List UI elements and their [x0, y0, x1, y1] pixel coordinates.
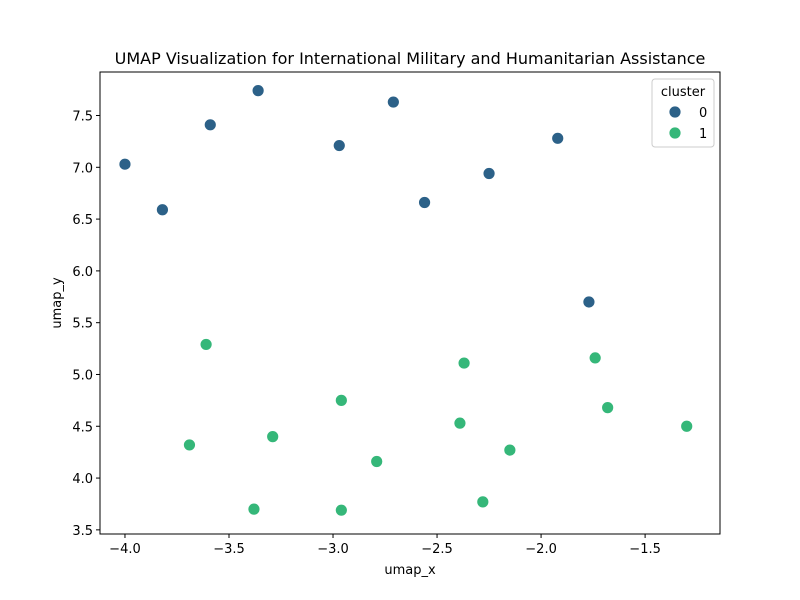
legend-frame: [651, 78, 715, 148]
data-point-cluster-1: [457, 356, 471, 370]
data-point-cluster-1: [334, 503, 348, 517]
data-point-cluster-1: [601, 401, 615, 415]
data-point-cluster-1: [503, 443, 517, 457]
data-point-cluster-0: [386, 95, 400, 109]
data-point-cluster-1: [199, 338, 213, 351]
data-point-cluster-1: [266, 430, 280, 444]
y-tick-label: 4.5: [72, 420, 93, 435]
y-tick-label: 7.0: [72, 161, 93, 176]
x-tick-label: −2.5: [421, 542, 453, 557]
legend-title: cluster: [661, 85, 706, 100]
data-point-cluster-1: [476, 495, 490, 509]
x-tick-label: −3.0: [317, 542, 349, 557]
data-point-cluster-0: [418, 196, 431, 209]
x-tick-label: −1.5: [629, 542, 661, 557]
x-tick-label: −3.5: [213, 542, 245, 557]
legend-label-cluster-1: 1: [699, 127, 707, 142]
y-tick-label: 7.5: [72, 110, 93, 125]
y-tick-label: 3.5: [72, 524, 93, 539]
y-axis-label: umap_y: [50, 277, 65, 329]
y-tick-label: 4.0: [72, 472, 93, 487]
points-layer: [118, 84, 694, 517]
plot-area-frame: [99, 71, 721, 535]
data-point-cluster-1: [453, 416, 467, 430]
data-point-cluster-0: [551, 131, 565, 145]
x-axis: −4.0 −3.5 −3.0 −2.5 −2.0 −1.5: [109, 534, 661, 557]
data-point-cluster-0: [582, 295, 596, 309]
data-point-cluster-0: [482, 167, 496, 180]
legend-marker-cluster-0: [668, 105, 682, 119]
legend: cluster 0 1: [651, 78, 715, 148]
y-tick-label: 6.0: [72, 265, 93, 280]
y-tick-label: 5.5: [72, 317, 93, 332]
data-point-cluster-1: [247, 502, 261, 516]
legend-label-cluster-0: 0: [699, 106, 707, 121]
data-point-cluster-0: [118, 157, 132, 171]
y-tick-label: 5.0: [72, 368, 93, 383]
data-point-cluster-1: [370, 455, 384, 468]
x-axis-label: umap_x: [384, 563, 436, 578]
chart-title: UMAP Visualization for International Mil…: [115, 49, 706, 68]
data-point-cluster-1: [183, 438, 196, 452]
x-tick-label: −2.0: [525, 542, 557, 557]
data-point-cluster-0: [332, 139, 346, 152]
y-tick-label: 6.5: [72, 213, 93, 228]
y-axis: 3.5 4.0 4.5 5.0 5.5 6.0 6.5 7.0 7.5: [72, 110, 100, 539]
data-point-cluster-1: [680, 419, 694, 433]
data-point-cluster-1: [334, 393, 348, 407]
data-point-cluster-0: [251, 84, 265, 98]
x-tick-label: −4.0: [109, 542, 141, 557]
data-point-cluster-0: [203, 118, 217, 132]
legend-marker-cluster-1: [668, 126, 682, 140]
data-point-cluster-0: [156, 203, 169, 217]
data-point-cluster-1: [588, 351, 602, 365]
